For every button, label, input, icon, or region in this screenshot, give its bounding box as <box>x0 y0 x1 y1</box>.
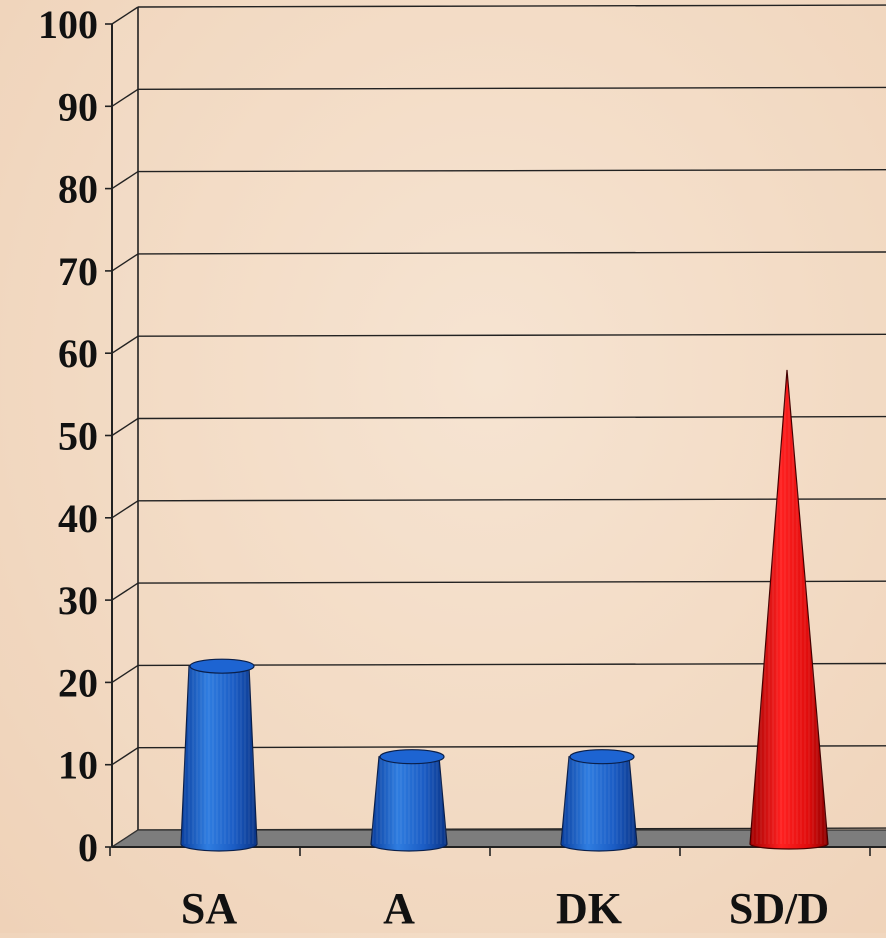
x-tick-label: SD/D <box>729 884 829 933</box>
y-tick-label: 50 <box>58 414 98 459</box>
bar-sd-d <box>749 369 829 850</box>
bar-cylinder-top <box>189 658 255 674</box>
gridline <box>137 86 886 91</box>
bar-cone-texture <box>750 369 828 844</box>
y-tick-label: 20 <box>58 660 98 705</box>
bar-cylinder-texture <box>371 756 447 844</box>
y-tick-label: 70 <box>58 249 98 294</box>
y-tick-label: 0 <box>78 825 98 870</box>
bars <box>180 369 829 852</box>
bar-a <box>370 749 448 852</box>
y-tick-label: 60 <box>58 331 98 376</box>
gridline-side <box>111 500 139 519</box>
x-axis-tick-labels: SA A DK SD/D <box>181 884 829 933</box>
gridline <box>137 333 886 337</box>
y-tick-label: 80 <box>58 167 98 212</box>
y-tick-label: 30 <box>58 578 98 623</box>
bar-cylinder-texture <box>561 756 637 844</box>
gridline <box>137 4 886 8</box>
gridline-side <box>111 417 139 437</box>
gridline <box>137 169 886 173</box>
gridline-side <box>111 253 139 272</box>
gridline-side <box>111 171 139 190</box>
bar-cylinder-texture <box>181 666 257 844</box>
bar-cylinder-top <box>379 749 445 765</box>
gridline-side <box>111 6 139 25</box>
gridline-side <box>111 582 139 601</box>
gridline-side <box>111 88 139 107</box>
bar-sa <box>180 658 258 852</box>
gridline-side <box>111 747 139 766</box>
gridline <box>137 498 886 502</box>
y-axis-tick-labels: 0 10 20 30 40 50 60 70 80 90 100 <box>38 2 98 870</box>
gridline-side <box>111 664 139 683</box>
x-tick-label: A <box>383 884 415 933</box>
x-tick-label: DK <box>556 884 622 933</box>
x-tick-label: SA <box>181 884 237 933</box>
y-tick-label: 100 <box>38 2 98 47</box>
gridline <box>137 415 886 420</box>
y-tick-label: 90 <box>58 84 98 129</box>
gridline <box>137 251 886 255</box>
bar-cylinder-top <box>569 749 635 765</box>
y-tick-label: 10 <box>58 743 98 788</box>
y-tick-label: 40 <box>58 496 98 541</box>
bar-dk <box>560 749 638 852</box>
gridline-side <box>111 335 139 354</box>
